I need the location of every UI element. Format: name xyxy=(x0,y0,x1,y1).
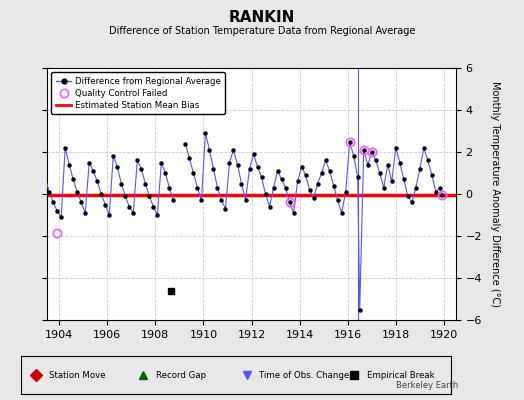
Text: Difference of Station Temperature Data from Regional Average: Difference of Station Temperature Data f… xyxy=(109,26,415,36)
Y-axis label: Monthly Temperature Anomaly Difference (°C): Monthly Temperature Anomaly Difference (… xyxy=(490,81,500,307)
Legend: Difference from Regional Average, Quality Control Failed, Estimated Station Mean: Difference from Regional Average, Qualit… xyxy=(51,72,225,114)
Text: Empirical Break: Empirical Break xyxy=(367,370,434,380)
Text: Record Gap: Record Gap xyxy=(156,370,206,380)
Text: Berkeley Earth: Berkeley Earth xyxy=(396,381,458,390)
Text: Station Move: Station Move xyxy=(49,370,105,380)
Text: RANKIN: RANKIN xyxy=(229,10,295,25)
Text: Time of Obs. Change: Time of Obs. Change xyxy=(259,370,350,380)
